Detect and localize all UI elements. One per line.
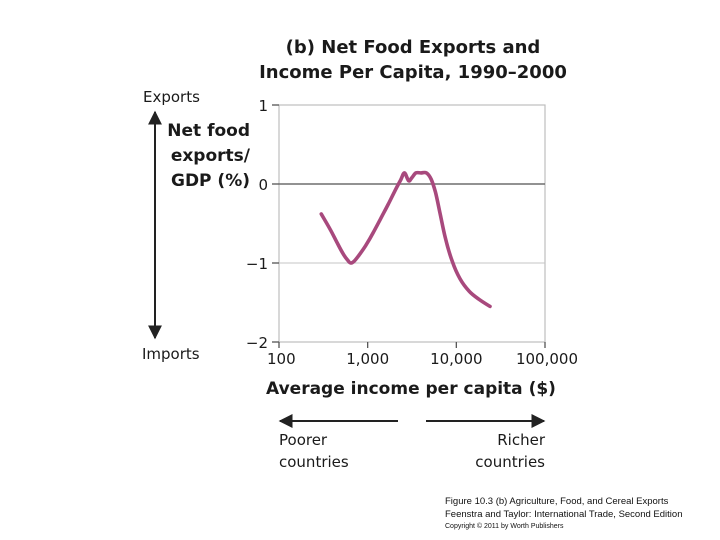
chart-title: (b) Net Food Exports and bbox=[286, 37, 541, 58]
x-axis-label: Average income per capita ($) bbox=[266, 379, 556, 399]
y-tick-label: 1 bbox=[258, 97, 268, 115]
richer-label-line-2: countries bbox=[475, 453, 545, 471]
chart: (b) Net Food Exports and Income Per Capi… bbox=[142, 37, 578, 471]
gridlines bbox=[279, 183, 545, 264]
plot-area bbox=[278, 104, 546, 343]
y-tick-label: 0 bbox=[258, 176, 268, 194]
series-layer bbox=[319, 170, 492, 309]
y-tick-label: −2 bbox=[246, 334, 268, 352]
series-line bbox=[319, 170, 492, 309]
poorer-label-line-2: countries bbox=[279, 453, 349, 471]
x-tick-label: 10,000 bbox=[430, 350, 483, 368]
figure-caption: Figure 10.3 (b) Agriculture, Food, and C… bbox=[445, 496, 682, 534]
y-axis-label-line-3: GDP (%) bbox=[171, 171, 250, 191]
y-tick-label: −1 bbox=[246, 255, 268, 273]
richer-label-line-1: Richer bbox=[497, 431, 546, 449]
chart-subtitle: Income Per Capita, 1990–2000 bbox=[259, 62, 567, 83]
y-axis-ticks: 1 0 −1 −2 bbox=[246, 97, 279, 352]
y-axis-label-line-1: Net food bbox=[167, 121, 250, 141]
exports-label: Exports bbox=[143, 88, 200, 106]
x-tick-label: 100 bbox=[267, 350, 296, 368]
plot-frame bbox=[278, 104, 546, 343]
caption-line-1: Figure 10.3 (b) Agriculture, Food, and C… bbox=[445, 496, 669, 507]
imports-label: Imports bbox=[142, 345, 200, 363]
y-axis-label-line-2: exports/ bbox=[171, 146, 251, 166]
y-axis-label: Net food exports/ GDP (%) bbox=[167, 121, 251, 191]
x-tick-label: 1,000 bbox=[346, 350, 389, 368]
caption-line-2: Feenstra and Taylor: International Trade… bbox=[445, 508, 683, 520]
caption-line-3: Copyright © 2011 by Worth Publishers bbox=[445, 523, 564, 530]
x-tick-label: 100,000 bbox=[516, 350, 578, 368]
x-axis-ticks: 100 1,000 10,000 100,000 bbox=[267, 342, 578, 368]
poorer-label-line-1: Poorer bbox=[279, 431, 328, 449]
